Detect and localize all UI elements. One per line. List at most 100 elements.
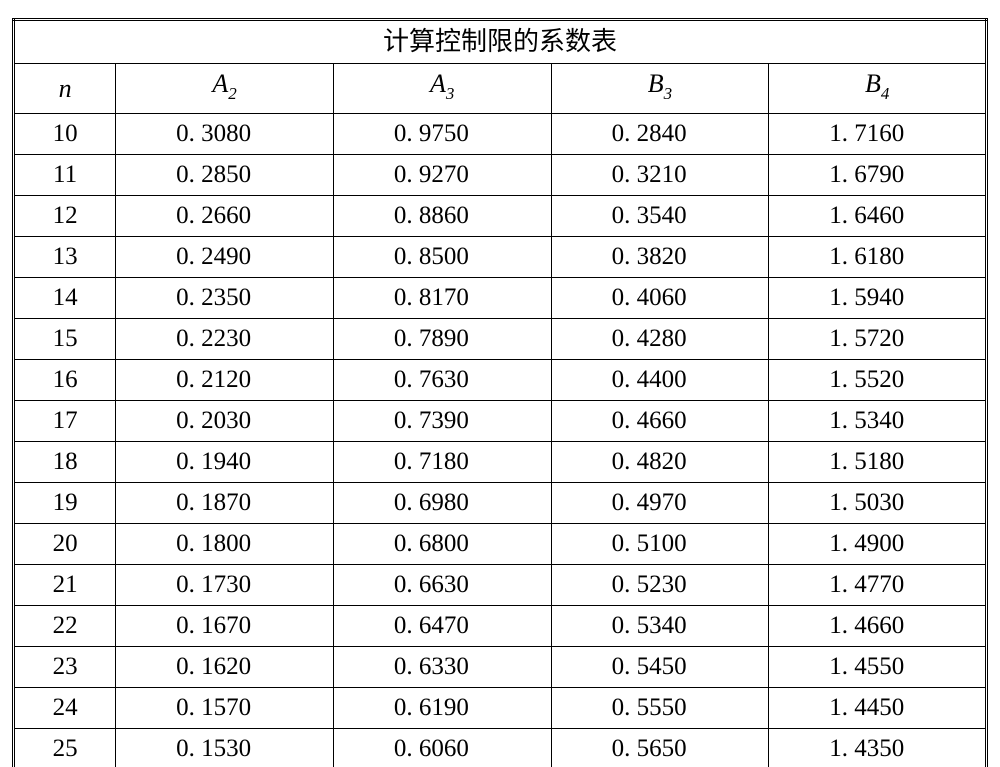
cell-b3: 0. 5550 [551,688,769,729]
col-header-n-label: n [59,74,72,103]
cell-n: 14 [14,278,116,319]
cell-b3: 0. 5100 [551,524,769,565]
cell-b3: 0. 4660 [551,401,769,442]
cell-b3: 0. 3540 [551,196,769,237]
cell-n: 17 [14,401,116,442]
header-row: n A2 A3 B3 B4 [14,64,987,114]
cell-a2: 0. 1800 [116,524,334,565]
cell-b4: 1. 5030 [769,483,987,524]
table-row: 210. 17300. 66300. 52301. 4770 [14,565,987,606]
cell-b3: 0. 2840 [551,114,769,155]
cell-a3: 0. 8860 [333,196,551,237]
cell-a3: 0. 8500 [333,237,551,278]
cell-a2: 0. 2350 [116,278,334,319]
cell-b4: 1. 6790 [769,155,987,196]
cell-a2: 0. 1530 [116,729,334,767]
col-header-b4: B4 [769,64,987,114]
coefficients-table: 计算控制限的系数表 n A2 A3 B3 B4 [12,18,988,767]
cell-b4: 1. 6180 [769,237,987,278]
table-row: 250. 15300. 60600. 56501. 4350 [14,729,987,767]
cell-a2: 0. 2230 [116,319,334,360]
cell-n: 25 [14,729,116,767]
cell-a3: 0. 7390 [333,401,551,442]
cell-b3: 0. 5650 [551,729,769,767]
cell-b3: 0. 4060 [551,278,769,319]
cell-a3: 0. 9270 [333,155,551,196]
cell-n: 21 [14,565,116,606]
table-body: 100. 30800. 97500. 28401. 7160110. 28500… [14,114,987,767]
cell-a2: 0. 1670 [116,606,334,647]
cell-b4: 1. 6460 [769,196,987,237]
col-header-a3-sub: 3 [446,84,455,103]
cell-b4: 1. 5940 [769,278,987,319]
cell-a3: 0. 6630 [333,565,551,606]
table-row: 160. 21200. 76300. 44001. 5520 [14,360,987,401]
cell-b4: 1. 5520 [769,360,987,401]
cell-n: 22 [14,606,116,647]
table-row: 230. 16200. 63300. 54501. 4550 [14,647,987,688]
cell-n: 20 [14,524,116,565]
cell-a3: 0. 7890 [333,319,551,360]
table-row: 220. 16700. 64700. 53401. 4660 [14,606,987,647]
cell-b4: 1. 4660 [769,606,987,647]
cell-b3: 0. 4400 [551,360,769,401]
cell-b3: 0. 4280 [551,319,769,360]
cell-a2: 0. 1870 [116,483,334,524]
cell-b3: 0. 3820 [551,237,769,278]
col-header-n: n [14,64,116,114]
cell-a3: 0. 7630 [333,360,551,401]
cell-b4: 1. 5720 [769,319,987,360]
cell-b3: 0. 3210 [551,155,769,196]
cell-b4: 1. 5340 [769,401,987,442]
cell-n: 19 [14,483,116,524]
col-header-b4-sub: 4 [881,84,890,103]
cell-a3: 0. 6800 [333,524,551,565]
cell-a3: 0. 6470 [333,606,551,647]
col-header-b3-label: B [648,69,664,98]
table-row: 120. 26600. 88600. 35401. 6460 [14,196,987,237]
cell-b4: 1. 4770 [769,565,987,606]
cell-b3: 0. 4970 [551,483,769,524]
cell-a3: 0. 6190 [333,688,551,729]
col-header-b3: B3 [551,64,769,114]
cell-a2: 0. 2120 [116,360,334,401]
table-row: 150. 22300. 78900. 42801. 5720 [14,319,987,360]
cell-b3: 0. 5340 [551,606,769,647]
cell-b3: 0. 4820 [551,442,769,483]
col-header-a2: A2 [116,64,334,114]
cell-a2: 0. 3080 [116,114,334,155]
cell-b3: 0. 5230 [551,565,769,606]
table-row: 140. 23500. 81700. 40601. 5940 [14,278,987,319]
col-header-a2-label: A [212,69,228,98]
col-header-b4-label: B [865,69,881,98]
cell-n: 10 [14,114,116,155]
cell-a3: 0. 7180 [333,442,551,483]
cell-b4: 1. 4450 [769,688,987,729]
cell-n: 24 [14,688,116,729]
cell-a2: 0. 1570 [116,688,334,729]
cell-n: 12 [14,196,116,237]
title-row: 计算控制限的系数表 [14,20,987,64]
page-wrap: 计算控制限的系数表 n A2 A3 B3 B4 [0,0,1000,767]
cell-a3: 0. 8170 [333,278,551,319]
cell-a3: 0. 9750 [333,114,551,155]
cell-b3: 0. 5450 [551,647,769,688]
cell-a2: 0. 1940 [116,442,334,483]
cell-n: 23 [14,647,116,688]
table-row: 240. 15700. 61900. 55501. 4450 [14,688,987,729]
table-row: 170. 20300. 73900. 46601. 5340 [14,401,987,442]
cell-n: 13 [14,237,116,278]
cell-a2: 0. 2850 [116,155,334,196]
cell-n: 15 [14,319,116,360]
table-row: 200. 18000. 68000. 51001. 4900 [14,524,987,565]
col-header-b3-sub: 3 [664,84,673,103]
col-header-a3-label: A [430,69,446,98]
cell-b4: 1. 4900 [769,524,987,565]
cell-b4: 1. 4350 [769,729,987,767]
table-row: 180. 19400. 71800. 48201. 5180 [14,442,987,483]
table-row: 190. 18700. 69800. 49701. 5030 [14,483,987,524]
cell-b4: 1. 5180 [769,442,987,483]
cell-a2: 0. 2030 [116,401,334,442]
table-title: 计算控制限的系数表 [14,20,987,64]
cell-a3: 0. 6330 [333,647,551,688]
